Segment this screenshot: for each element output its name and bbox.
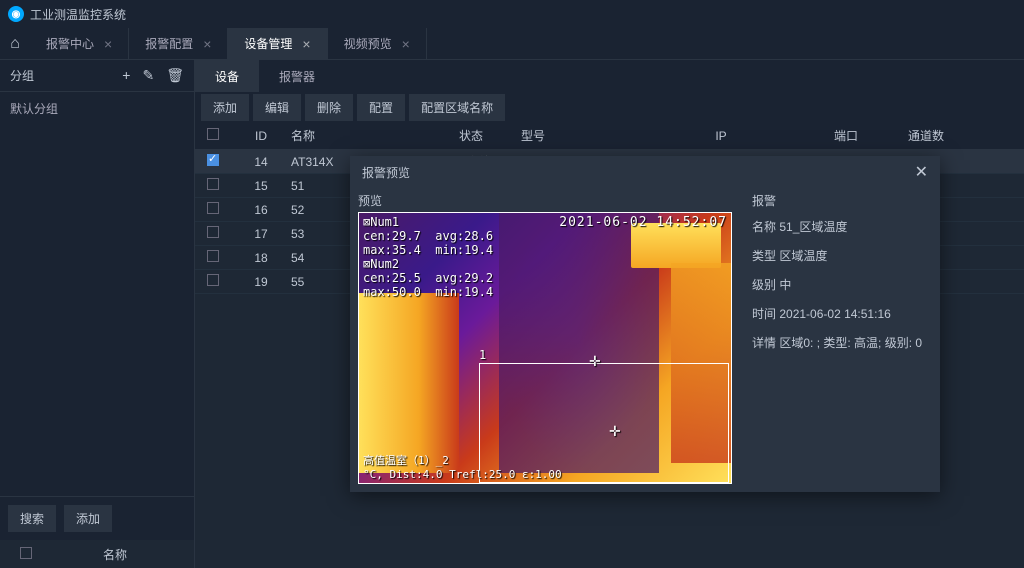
checkbox[interactable] <box>207 178 219 190</box>
alarm-name: 名称 51_区域温度 <box>752 212 928 241</box>
checkbox-all[interactable] <box>207 128 219 140</box>
add-button[interactable]: 添加 <box>64 505 112 532</box>
checkbox[interactable] <box>207 202 219 214</box>
tab-label: 报警配置 <box>145 35 193 52</box>
col-model: 型号 <box>521 127 641 144</box>
titlebar: ◉ 工业测温监控系统 <box>0 0 1024 28</box>
crosshair-icon: ✛ <box>589 353 601 370</box>
edit-button[interactable]: 编辑 <box>253 94 301 121</box>
config-button[interactable]: 配置 <box>357 94 405 121</box>
tab-label: 报警中心 <box>46 35 94 52</box>
tab-video-preview[interactable]: 视频预览 × <box>328 28 427 59</box>
delete-icon[interactable]: 🗑 <box>166 67 184 84</box>
alarm-type: 类型 区域温度 <box>752 241 928 270</box>
preview-label: 预览 <box>358 188 732 212</box>
edit-icon[interactable]: ✎ <box>142 67 154 84</box>
col-port: 端口 <box>801 127 891 144</box>
alarm-detail: 详情 区域0: ; 类型: 高温; 级别: 0 <box>752 328 928 357</box>
close-icon[interactable]: × <box>104 36 112 52</box>
delete-button[interactable]: 删除 <box>305 94 353 121</box>
close-icon[interactable]: × <box>402 36 410 52</box>
alarm-time: 时间 2021-06-02 14:51:16 <box>752 299 928 328</box>
col-ch: 通道数 <box>891 127 961 144</box>
tab-label: 视频预览 <box>344 35 392 52</box>
search-button[interactable]: 搜索 <box>8 505 56 532</box>
close-icon[interactable]: × <box>302 36 310 52</box>
tab-device-mgmt[interactable]: 设备管理 × <box>228 28 327 59</box>
subtab-device[interactable]: 设备 <box>195 60 259 92</box>
add-button[interactable]: 添加 <box>201 94 249 121</box>
col-id: ID <box>231 129 291 143</box>
config-area-button[interactable]: 配置区域名称 <box>409 94 505 121</box>
alarm-preview-modal: 报警预览 ✕ 预览 2021-06-02 14:52:07 ⊠Num1 cen:… <box>350 156 940 492</box>
app-logo: ◉ <box>8 6 24 22</box>
region-label: 1 <box>479 348 486 362</box>
sidebar-title: 分组 <box>10 67 34 84</box>
tab-alarm-config[interactable]: 报警配置 × <box>129 28 228 59</box>
alarm-level: 级别 中 <box>752 270 928 299</box>
col-name: 名称 <box>291 127 421 144</box>
col-status: 状态 <box>421 127 521 144</box>
thermal-footer: 高值温室（1）_2 °C, Dist:4.0 Trefl:25.0 ε:1.00 <box>363 452 562 481</box>
checkbox[interactable] <box>207 154 219 166</box>
close-icon[interactable]: ✕ <box>915 162 928 182</box>
alarm-label: 报警 <box>752 188 928 212</box>
checkbox[interactable] <box>207 226 219 238</box>
tab-bar: ⌂ 报警中心 × 报警配置 × 设备管理 × 视频预览 × <box>0 28 1024 60</box>
app-title: 工业测温监控系统 <box>30 6 126 23</box>
add-icon[interactable]: + <box>122 67 130 84</box>
tab-label: 设备管理 <box>244 35 292 52</box>
thermal-image: 2021-06-02 14:52:07 ⊠Num1 cen:29.7 avg:2… <box>358 212 732 484</box>
checkbox[interactable] <box>207 250 219 262</box>
modal-title: 报警预览 <box>362 164 410 181</box>
thermal-readings: ⊠Num1 cen:29.7 avg:28.6 max:35.4 min:19.… <box>363 215 493 299</box>
col-ip: IP <box>641 129 801 143</box>
checkbox[interactable] <box>207 274 219 286</box>
checkbox[interactable] <box>20 547 32 559</box>
crosshair-icon: ✛ <box>609 423 621 440</box>
sidebar-item-default-group[interactable]: 默认分组 <box>0 92 194 125</box>
subtab-alarm[interactable]: 报警器 <box>259 60 335 92</box>
col-name: 名称 <box>44 546 186 563</box>
close-icon[interactable]: × <box>203 36 211 52</box>
sidebar: 分组 + ✎ 🗑 默认分组 搜索 添加 名称 <box>0 60 195 568</box>
tab-alarm-center[interactable]: 报警中心 × <box>30 28 129 59</box>
thermal-timestamp: 2021-06-02 14:52:07 <box>559 215 727 230</box>
home-icon[interactable]: ⌂ <box>0 28 30 59</box>
